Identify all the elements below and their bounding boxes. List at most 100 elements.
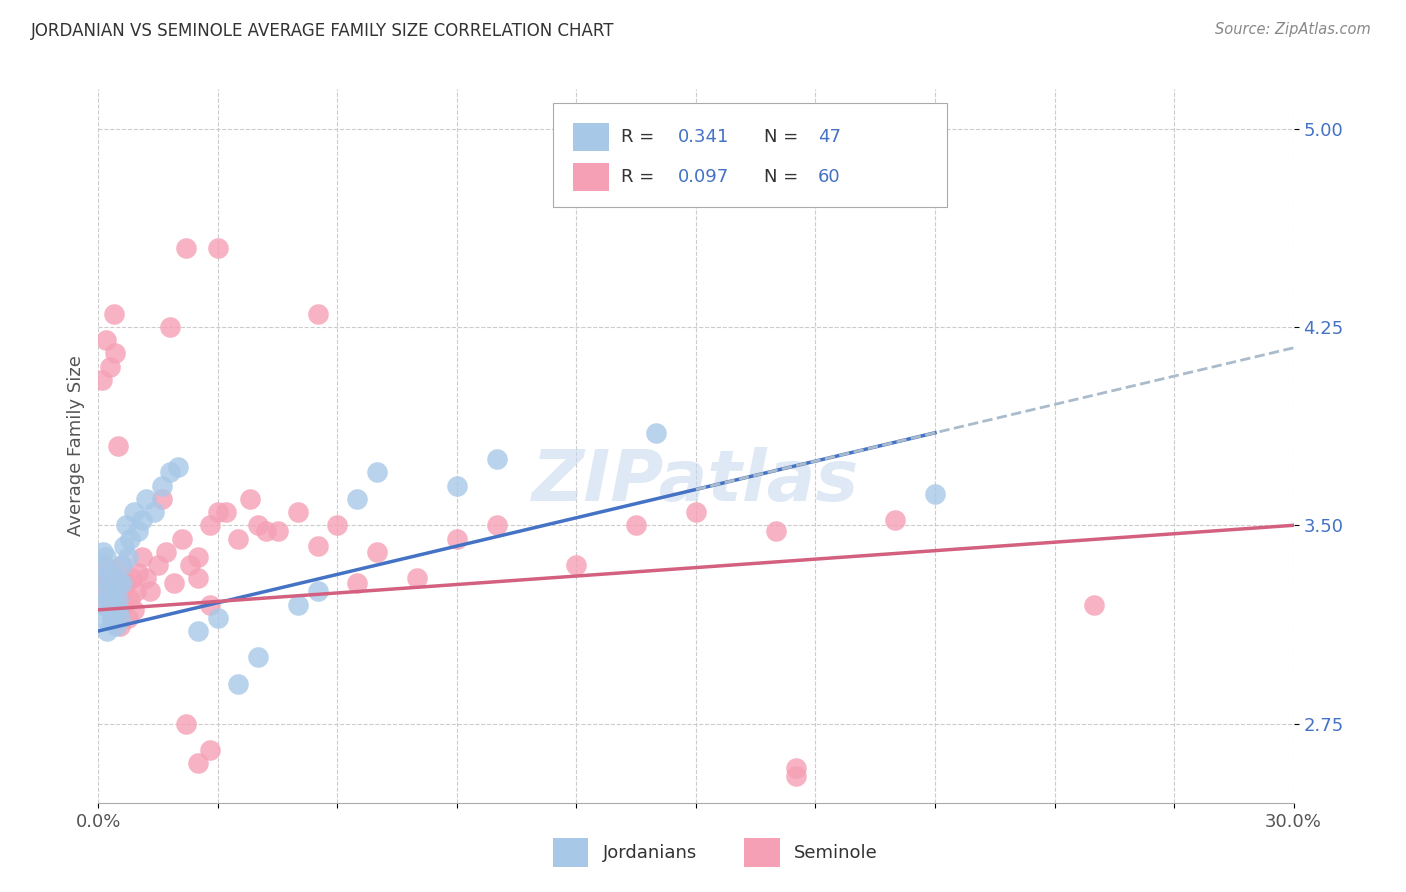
Point (346, 576, 368, 591)
Point (94, 584, 117, 599)
Point (103, 307, 125, 321)
Point (96, 624, 118, 638)
Point (187, 756, 209, 771)
Point (108, 576, 131, 591)
Point (91, 558, 114, 572)
Text: ZIPatlas: ZIPatlas (533, 447, 859, 516)
Point (765, 524, 787, 538)
Point (267, 524, 290, 538)
Point (112, 540, 135, 554)
Point (124, 603, 146, 617)
Point (645, 425, 668, 440)
Point (97, 576, 120, 591)
Point (326, 518, 349, 533)
Point (785, 761, 807, 775)
Point (121, 571, 143, 585)
Point (125, 584, 148, 599)
Point (104, 571, 127, 585)
Point (100, 566, 122, 580)
Point (246, 518, 269, 533)
Point (120, 532, 142, 546)
Point (103, 584, 125, 599)
Bar (572, 123, 609, 151)
Point (101, 614, 124, 628)
Point (93, 611, 115, 625)
Point (307, 540, 329, 554)
Point (446, 532, 468, 546)
Point (101, 611, 124, 625)
Point (446, 478, 468, 492)
Text: Jordanians: Jordanians (603, 844, 697, 862)
Point (105, 618, 128, 632)
Point (96, 549, 118, 564)
Point (150, 491, 173, 506)
Point (110, 558, 132, 572)
Point (307, 584, 329, 599)
Point (135, 571, 157, 585)
Point (127, 566, 149, 580)
Point (198, 518, 221, 533)
Point (198, 598, 221, 612)
Point (174, 716, 197, 731)
Point (94, 333, 117, 347)
Point (105, 584, 128, 599)
Point (135, 491, 157, 506)
Text: N =: N = (763, 128, 804, 146)
Point (124, 505, 146, 519)
Point (785, 769, 807, 783)
Point (111, 558, 134, 572)
Point (187, 624, 209, 638)
Point (91, 545, 114, 559)
Point (110, 618, 132, 632)
Point (187, 549, 209, 564)
Point (307, 307, 329, 321)
Point (127, 524, 149, 538)
Point (884, 513, 907, 527)
Point (104, 346, 127, 360)
Point (198, 743, 221, 757)
Point (107, 439, 129, 453)
Point (131, 513, 153, 527)
Point (239, 491, 262, 506)
Point (117, 549, 139, 564)
Point (143, 505, 166, 519)
Point (207, 241, 229, 255)
FancyBboxPatch shape (553, 103, 948, 207)
Text: N =: N = (763, 168, 804, 186)
Point (91, 584, 114, 599)
Point (115, 576, 138, 591)
Point (117, 611, 139, 625)
Point (626, 518, 648, 533)
Text: Seminole: Seminole (794, 844, 877, 862)
Point (485, 452, 508, 467)
Text: 0.097: 0.097 (678, 168, 730, 186)
Point (346, 491, 368, 506)
Point (112, 598, 135, 612)
Point (98, 603, 121, 617)
Point (1083, 598, 1105, 612)
Point (187, 571, 209, 585)
Point (150, 478, 173, 492)
Point (148, 558, 170, 572)
Point (163, 576, 186, 591)
Bar (553, 838, 589, 867)
Point (565, 558, 588, 572)
Point (107, 592, 129, 607)
Point (287, 598, 309, 612)
Point (159, 466, 181, 480)
Point (366, 466, 388, 480)
Text: Source: ZipAtlas.com: Source: ZipAtlas.com (1215, 22, 1371, 37)
Point (89, 571, 111, 585)
Point (207, 611, 229, 625)
Point (98, 576, 122, 591)
Point (107, 603, 129, 617)
Point (155, 545, 177, 559)
Point (685, 505, 707, 519)
Point (97, 592, 120, 607)
Point (226, 532, 249, 546)
Point (90, 598, 112, 612)
Point (254, 524, 277, 538)
Point (172, 532, 194, 546)
Point (139, 584, 162, 599)
Bar (572, 163, 609, 191)
